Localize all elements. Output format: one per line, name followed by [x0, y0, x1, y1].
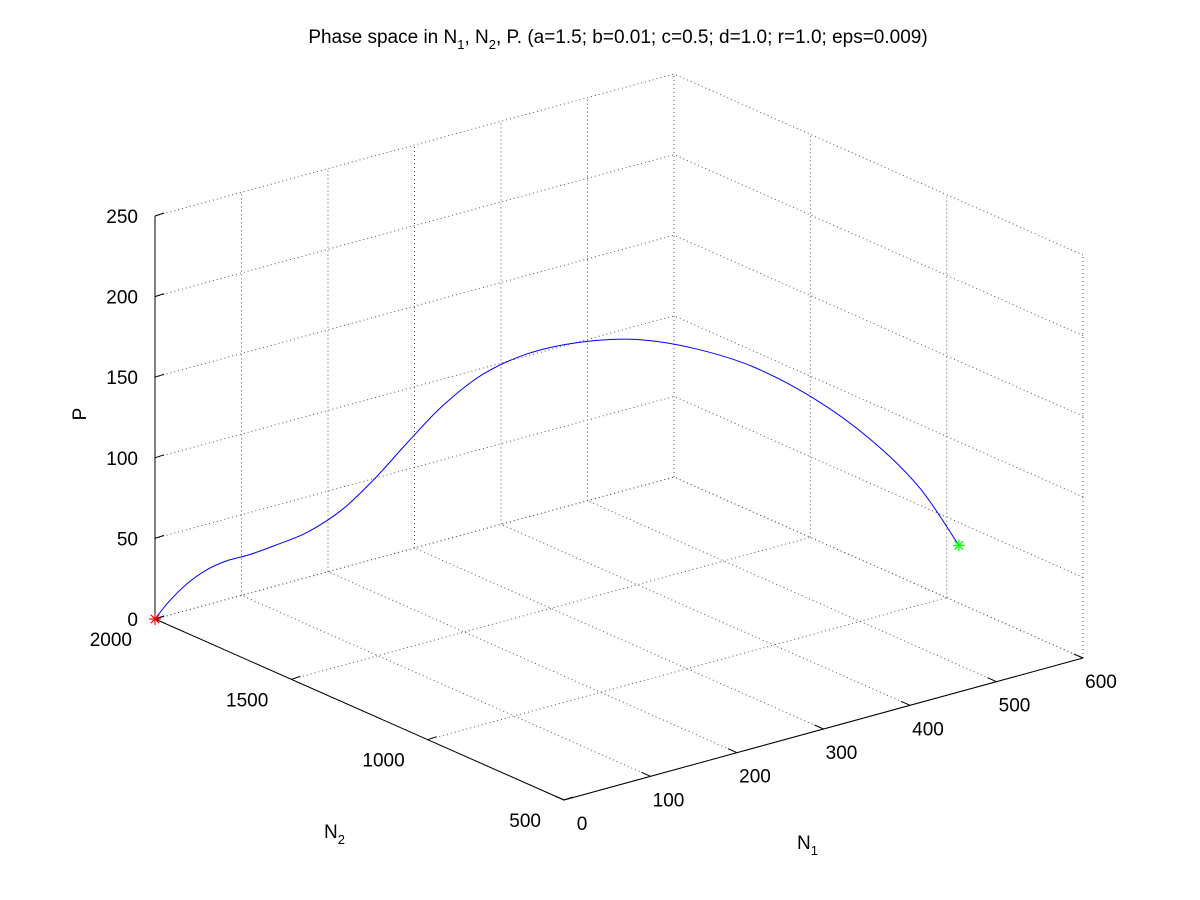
series-line [154, 338, 960, 620]
grid-line-sidewall-z [673, 315, 1084, 498]
z-tick-label: 0 [127, 610, 138, 631]
x-tick-label: 100 [653, 790, 685, 811]
chart-title: Phase space in N1, N2, P. (a=1.5; b=0.01… [308, 27, 927, 52]
y-axis-line [154, 618, 565, 801]
x-tick-label: 0 [577, 814, 588, 835]
x-tick-mark [554, 795, 565, 801]
grid-line-floor-x [500, 523, 911, 706]
x-tick-label: 400 [912, 719, 944, 740]
end-marker [952, 539, 965, 552]
marker-stroke [150, 614, 160, 624]
y-tick-mark [563, 796, 574, 801]
x-tick-label: 200 [739, 767, 771, 788]
marker-layer [149, 539, 965, 625]
z-tick-mark [154, 454, 165, 459]
z-tick-label: 200 [106, 288, 138, 309]
y-tick-label: 500 [509, 811, 541, 832]
x-tick-mark [641, 771, 651, 777]
x-tick-mark [814, 724, 824, 730]
axis-layer: 0100200300400500600500100015002000050100… [90, 207, 1117, 835]
grid-line-sidewall-z [673, 234, 1084, 417]
grid-line-floor-x [414, 547, 824, 730]
grid-line-floor-x [587, 500, 997, 683]
z-tick-label: 150 [106, 368, 138, 389]
z-tick-mark [154, 373, 165, 378]
z-tick-label: 100 [106, 449, 138, 470]
grid-line-floor-x [241, 594, 651, 777]
z-tick-mark [154, 212, 165, 217]
x-tick-label: 300 [826, 743, 858, 764]
grid-line-floor-y [427, 597, 947, 741]
z-tick-label: 250 [106, 207, 138, 228]
grid-line-sidewall-z [673, 476, 1084, 659]
x-tick-mark [1073, 653, 1084, 659]
grid-line-sidewall-z [673, 73, 1084, 256]
marker-stroke [954, 540, 964, 550]
y-tick-mark [427, 736, 437, 741]
grid-line-backwall-z [154, 234, 675, 378]
grid-line-backwall-z [154, 315, 675, 459]
z-tick-mark [154, 534, 165, 539]
label-layer: Phase space in N1, N2, P. (a=1.5; b=0.01… [70, 27, 928, 858]
grid-line-backwall-z [154, 154, 675, 298]
grid-line-floor-x [327, 571, 738, 754]
x-tick-label: 500 [999, 696, 1031, 717]
z-tick-mark [154, 293, 165, 298]
z-axis-label: P [70, 408, 91, 421]
grid-line-sidewall-z [673, 154, 1084, 337]
y-tick-label: 1000 [362, 751, 404, 772]
grid-line-floor-y [291, 536, 811, 680]
y-tick-mark [291, 675, 301, 680]
x-tick-mark [727, 748, 738, 754]
x-axis-label: N1 [797, 833, 818, 858]
z-tick-label: 50 [117, 529, 138, 550]
y-tick-label: 2000 [90, 630, 132, 651]
y-axis-label: N2 [324, 822, 345, 847]
grid-line-backwall-z [154, 395, 675, 539]
x-tick-label: 600 [1085, 672, 1117, 693]
y-tick-label: 1500 [226, 690, 268, 711]
x-tick-mark [987, 677, 997, 683]
grid-line-sidewall-z [673, 395, 1084, 578]
series-layer [154, 338, 960, 620]
grid-line-backwall-z [154, 476, 675, 620]
x-tick-mark [900, 700, 911, 706]
grid-line-backwall-z [154, 73, 675, 217]
start-marker [149, 613, 161, 625]
